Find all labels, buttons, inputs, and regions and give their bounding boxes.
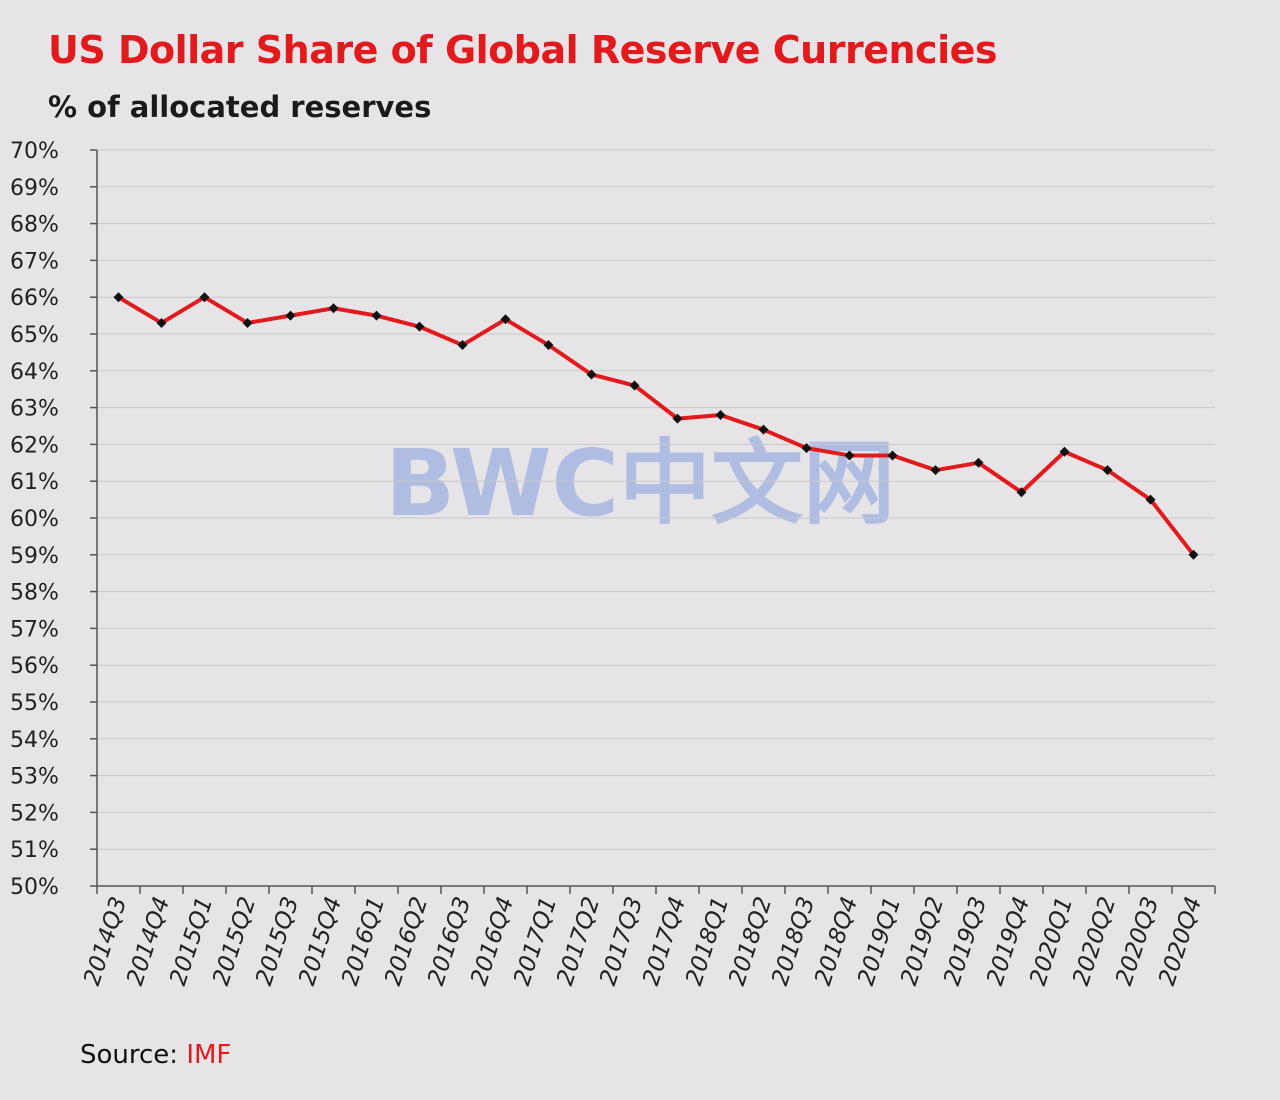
data-point [500,314,511,325]
y-tick-label: 67% [10,249,59,274]
y-tick-label: 70% [10,139,59,164]
y-tick-label: 53% [10,765,59,790]
y-tick-label: 63% [10,397,59,422]
data-point [887,450,898,461]
data-point [629,380,640,391]
data-line [117,295,1196,557]
data-point [543,340,554,351]
y-tick-label: 58% [10,581,59,606]
data-point [586,369,597,380]
data-point [930,465,941,476]
chart-title: US Dollar Share of Global Reserve Curren… [48,28,998,72]
y-tick-label: 56% [10,654,59,679]
data-point [113,292,124,303]
source-label: Source: [80,1040,187,1070]
chart-subtitle: % of allocated reserves [48,90,432,124]
data-point [328,303,339,314]
data-point [1145,494,1156,505]
data-point [1016,487,1027,498]
data-point [242,317,253,328]
data-point [844,450,855,461]
y-tick-label: 64% [10,360,59,385]
y-tick-label: 69% [10,176,59,201]
y-tick-label: 52% [10,801,59,826]
data-point [715,409,726,420]
y-tick-label: 65% [10,323,59,348]
y-tick-label: 62% [10,433,59,458]
data-point [371,310,382,321]
data-point [457,340,468,351]
y-tick-label: 66% [10,286,59,311]
x-tick-label: 2020Q4 [1154,894,1207,989]
data-point [1059,446,1070,457]
source-value: IMF [186,1040,232,1070]
data-point [414,321,425,332]
data-point [973,457,984,468]
source-note: Source: IMF [80,1040,231,1070]
y-tick-label: 54% [10,728,59,753]
y-tick-label: 59% [10,544,59,569]
y-tick-label: 61% [10,470,59,495]
y-tick-label: 60% [10,507,59,532]
data-point [156,317,167,328]
y-tick-label: 55% [10,691,59,716]
data-point [672,413,683,424]
data-point [1188,549,1199,560]
watermark: BWC中文网 [385,430,895,537]
y-tick-label: 50% [10,875,59,900]
data-point [758,424,769,435]
y-tick-label: 51% [10,838,59,863]
data-point [1102,465,1113,476]
y-tick-label: 68% [10,213,59,238]
data-point [801,443,812,454]
data-point [285,310,296,321]
data-point [199,292,210,303]
y-tick-label: 57% [10,617,59,642]
